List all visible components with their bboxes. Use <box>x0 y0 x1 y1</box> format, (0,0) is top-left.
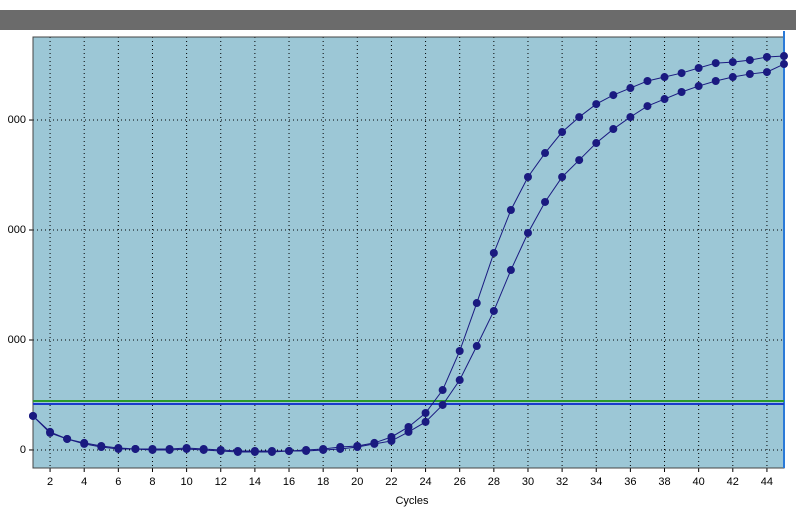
data-point <box>626 113 635 122</box>
data-point <box>541 197 550 206</box>
data-point <box>677 87 686 96</box>
data-point <box>506 266 515 275</box>
data-point <box>660 73 669 82</box>
y-tick-label: 000 <box>8 224 26 236</box>
data-point <box>285 446 294 455</box>
data-point <box>506 205 515 214</box>
data-point <box>592 100 601 109</box>
y-tick-label: 000 <box>8 114 26 126</box>
data-point <box>523 228 532 237</box>
data-point <box>728 58 737 67</box>
data-point <box>29 411 37 420</box>
x-tick-label: 42 <box>727 476 739 488</box>
x-tick-label: 12 <box>215 476 227 488</box>
data-point <box>148 445 157 454</box>
data-point <box>353 442 362 451</box>
data-point <box>609 125 618 134</box>
data-point <box>541 149 550 158</box>
data-point <box>80 439 89 448</box>
data-point <box>575 156 584 165</box>
x-tick-label: 10 <box>180 476 192 488</box>
data-point <box>199 445 208 454</box>
data-point <box>643 76 652 85</box>
x-tick-label: 30 <box>522 476 534 488</box>
data-point <box>711 59 720 68</box>
x-tick-label: 40 <box>693 476 705 488</box>
data-point <box>46 428 55 437</box>
data-point <box>660 95 669 104</box>
x-tick-label: 38 <box>658 476 670 488</box>
x-tick-label: 20 <box>351 476 363 488</box>
data-point <box>250 447 259 456</box>
data-point <box>745 56 754 65</box>
data-point <box>643 102 652 111</box>
data-point <box>575 113 584 122</box>
data-point <box>489 306 498 315</box>
data-point <box>63 434 72 443</box>
data-point <box>472 342 481 351</box>
data-point <box>609 91 618 100</box>
data-point <box>319 445 328 454</box>
data-point <box>728 73 737 82</box>
x-tick-label: 16 <box>283 476 295 488</box>
x-tick-label: 6 <box>115 476 121 488</box>
y-tick-label: 000 <box>8 334 26 346</box>
data-point <box>387 436 396 445</box>
data-point <box>404 427 413 436</box>
x-tick-label: 44 <box>761 476 773 488</box>
data-point <box>780 52 788 61</box>
data-point <box>762 68 771 77</box>
y-tick-label: 0 <box>20 444 26 456</box>
data-point <box>489 248 498 257</box>
x-axis-label: Cycles <box>395 495 429 507</box>
x-tick-label: 32 <box>556 476 568 488</box>
data-point <box>336 444 345 453</box>
x-tick-label: 14 <box>249 476 261 488</box>
x-tick-label: 28 <box>488 476 500 488</box>
data-point <box>438 386 447 395</box>
data-point <box>421 409 430 418</box>
data-point <box>558 128 567 137</box>
x-tick-label: 36 <box>624 476 636 488</box>
data-point <box>114 444 123 453</box>
data-point <box>472 299 481 308</box>
x-tick-label: 8 <box>149 476 155 488</box>
x-tick-label: 18 <box>317 476 329 488</box>
plot-area <box>33 37 784 468</box>
data-point <box>216 446 225 455</box>
data-point <box>455 376 464 385</box>
data-point <box>165 445 174 454</box>
x-tick-label: 26 <box>454 476 466 488</box>
data-point <box>558 173 567 182</box>
x-tick-label: 2 <box>47 476 53 488</box>
data-point <box>592 139 601 148</box>
data-point <box>233 447 242 456</box>
data-point <box>131 444 140 453</box>
data-point <box>762 53 771 62</box>
x-tick-label: 22 <box>385 476 397 488</box>
data-point <box>267 447 276 456</box>
data-point <box>780 60 788 69</box>
data-point <box>745 70 754 79</box>
x-tick-label: 4 <box>81 476 87 488</box>
data-point <box>97 442 106 451</box>
data-point <box>421 417 430 426</box>
x-tick-label: 24 <box>419 476 431 488</box>
x-tick-label: 34 <box>590 476 602 488</box>
data-point <box>455 346 464 355</box>
data-point <box>694 64 703 73</box>
data-point <box>626 84 635 93</box>
data-point <box>438 400 447 409</box>
title-bar <box>0 10 796 30</box>
data-point <box>302 446 311 455</box>
data-point <box>370 439 379 448</box>
data-point <box>694 82 703 91</box>
data-point <box>523 173 532 182</box>
data-point <box>677 69 686 78</box>
data-point <box>711 76 720 85</box>
data-point <box>182 444 191 453</box>
